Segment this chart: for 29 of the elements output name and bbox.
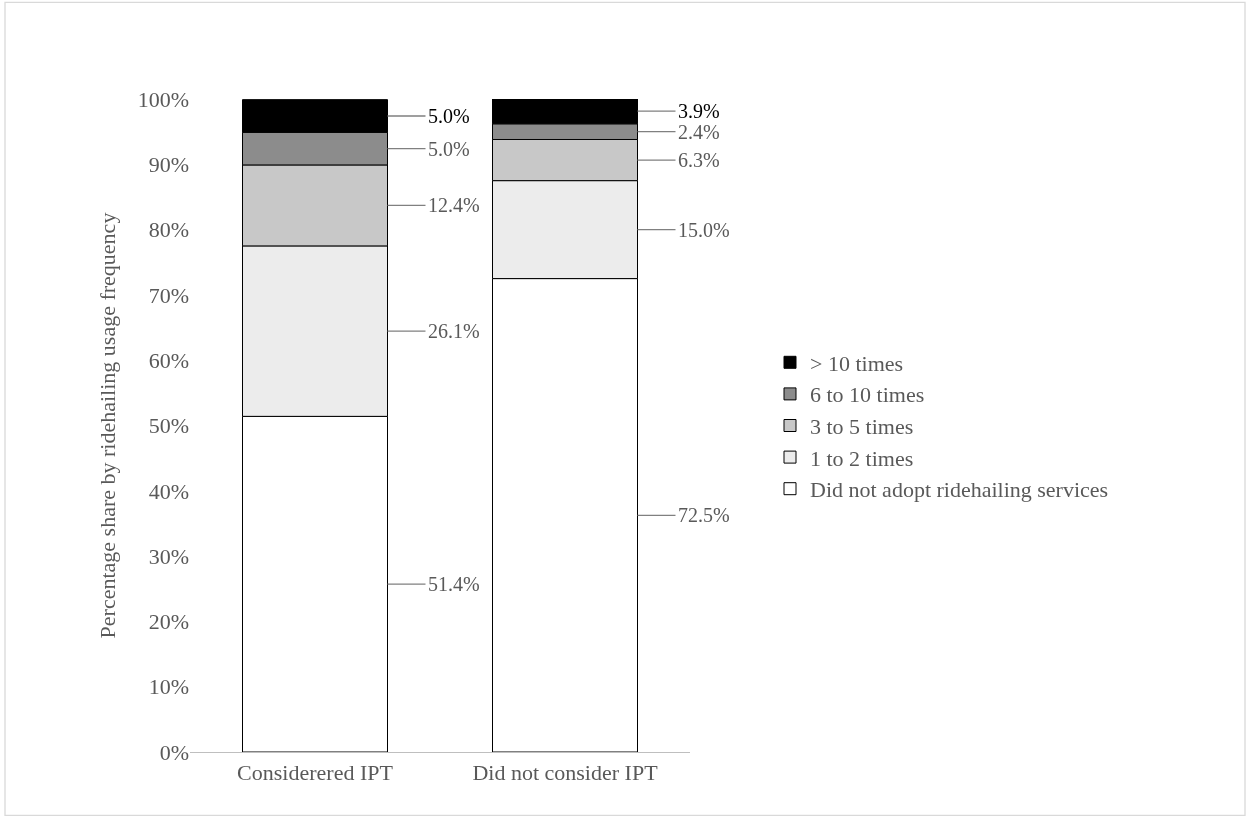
x-tick-label: Did not consider IPT: [472, 759, 659, 785]
data-label: 3.9%: [678, 100, 720, 122]
y-tick-label: 60%: [148, 347, 189, 373]
data-label: 5.0%: [428, 105, 470, 127]
x-tick-label: Considerered IPT: [237, 759, 394, 785]
y-tick-label: 50%: [148, 413, 189, 439]
data-label: 72.5%: [678, 504, 730, 526]
data-label: 12.4%: [428, 194, 480, 216]
y-tick-label: 90%: [148, 152, 189, 177]
y-tick-label: 40%: [148, 478, 189, 504]
y-tick-label: 100%: [137, 86, 189, 112]
legend-label: 1 to 2 times: [810, 445, 914, 471]
legend-label: 3 to 5 times: [810, 414, 914, 440]
data-label: 2.4%: [678, 121, 720, 143]
y-tick-label: 0%: [159, 739, 189, 765]
data-label: 15.0%: [678, 219, 730, 241]
y-tick-label: 70%: [148, 282, 189, 308]
y-tick-label: 10%: [148, 674, 189, 700]
legend-label: 6 to 10 times: [810, 382, 925, 408]
legend-label: Did not adopt ridehailing services: [810, 477, 1109, 503]
y-tick-label: 80%: [148, 217, 189, 243]
data-label: 51.4%: [428, 573, 480, 595]
y-tick-label: 30%: [148, 543, 189, 569]
y-tick-label: 20%: [148, 609, 189, 635]
y-axis-title: Percentage share by ridehailing usage frequency: [95, 212, 121, 639]
data-label: 6.3%: [678, 149, 720, 171]
legend-label: > 10 times: [810, 350, 904, 376]
data-label: 26.1%: [428, 320, 480, 342]
data-label: 5.0%: [428, 138, 470, 160]
